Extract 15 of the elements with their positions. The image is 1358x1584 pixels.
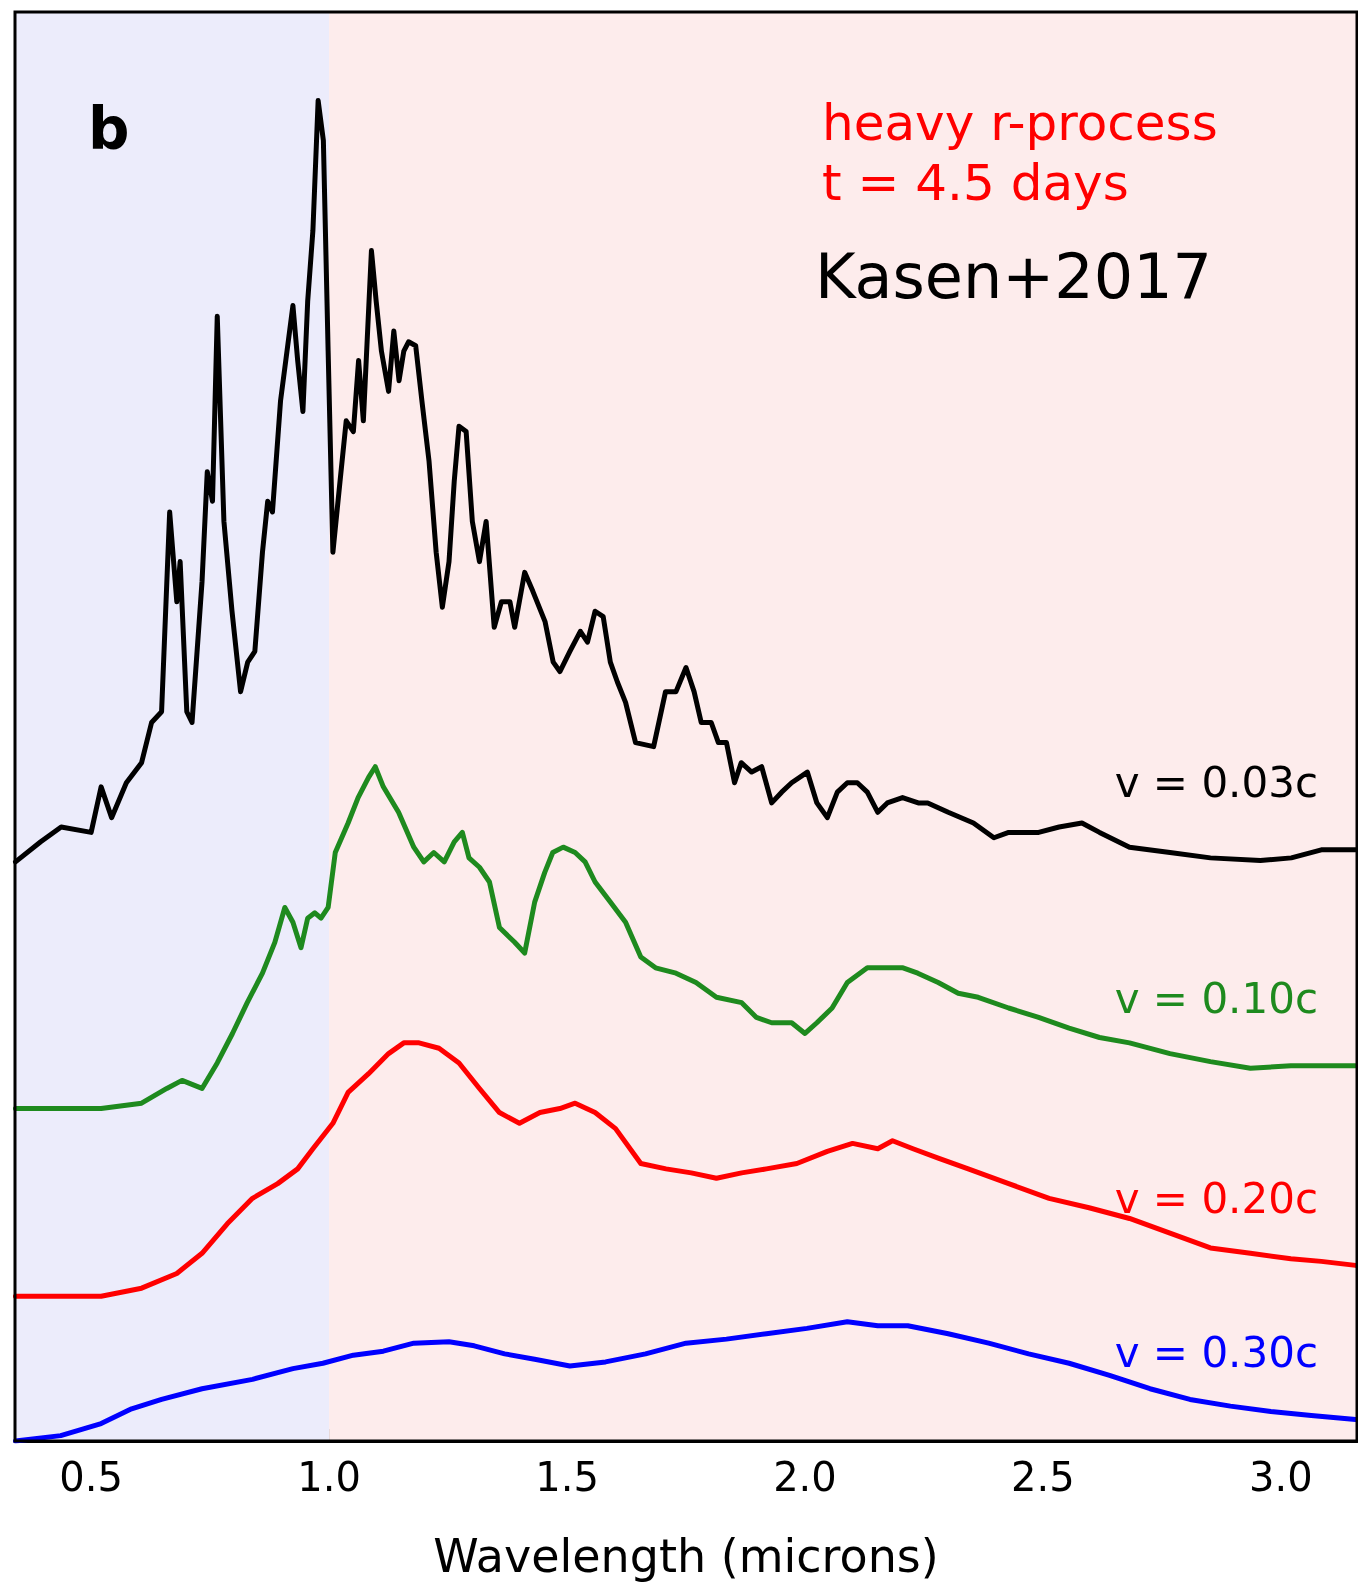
annotation: heavy r-process bbox=[822, 94, 1218, 152]
x-axis-title: Wavelength (microns) bbox=[433, 1529, 939, 1583]
x-tick-label: 2.5 bbox=[1011, 1454, 1075, 1500]
annotation: t = 4.5 days bbox=[822, 154, 1129, 212]
x-tick-label: 0.5 bbox=[59, 1454, 123, 1500]
x-tick-label: 2.0 bbox=[773, 1454, 837, 1500]
series-label: v = 0.30c bbox=[1114, 1328, 1318, 1378]
annotation: Kasen+2017 bbox=[815, 239, 1213, 313]
series-label: v = 0.03c bbox=[1114, 758, 1318, 808]
x-tick-label: 1.5 bbox=[535, 1454, 599, 1500]
annotation: b bbox=[88, 95, 130, 163]
series-label: v = 0.20c bbox=[1114, 1173, 1318, 1223]
series-label: v = 0.10c bbox=[1114, 974, 1318, 1024]
x-tick-label: 1.0 bbox=[297, 1454, 361, 1500]
x-tick-label: 3.0 bbox=[1249, 1454, 1313, 1500]
